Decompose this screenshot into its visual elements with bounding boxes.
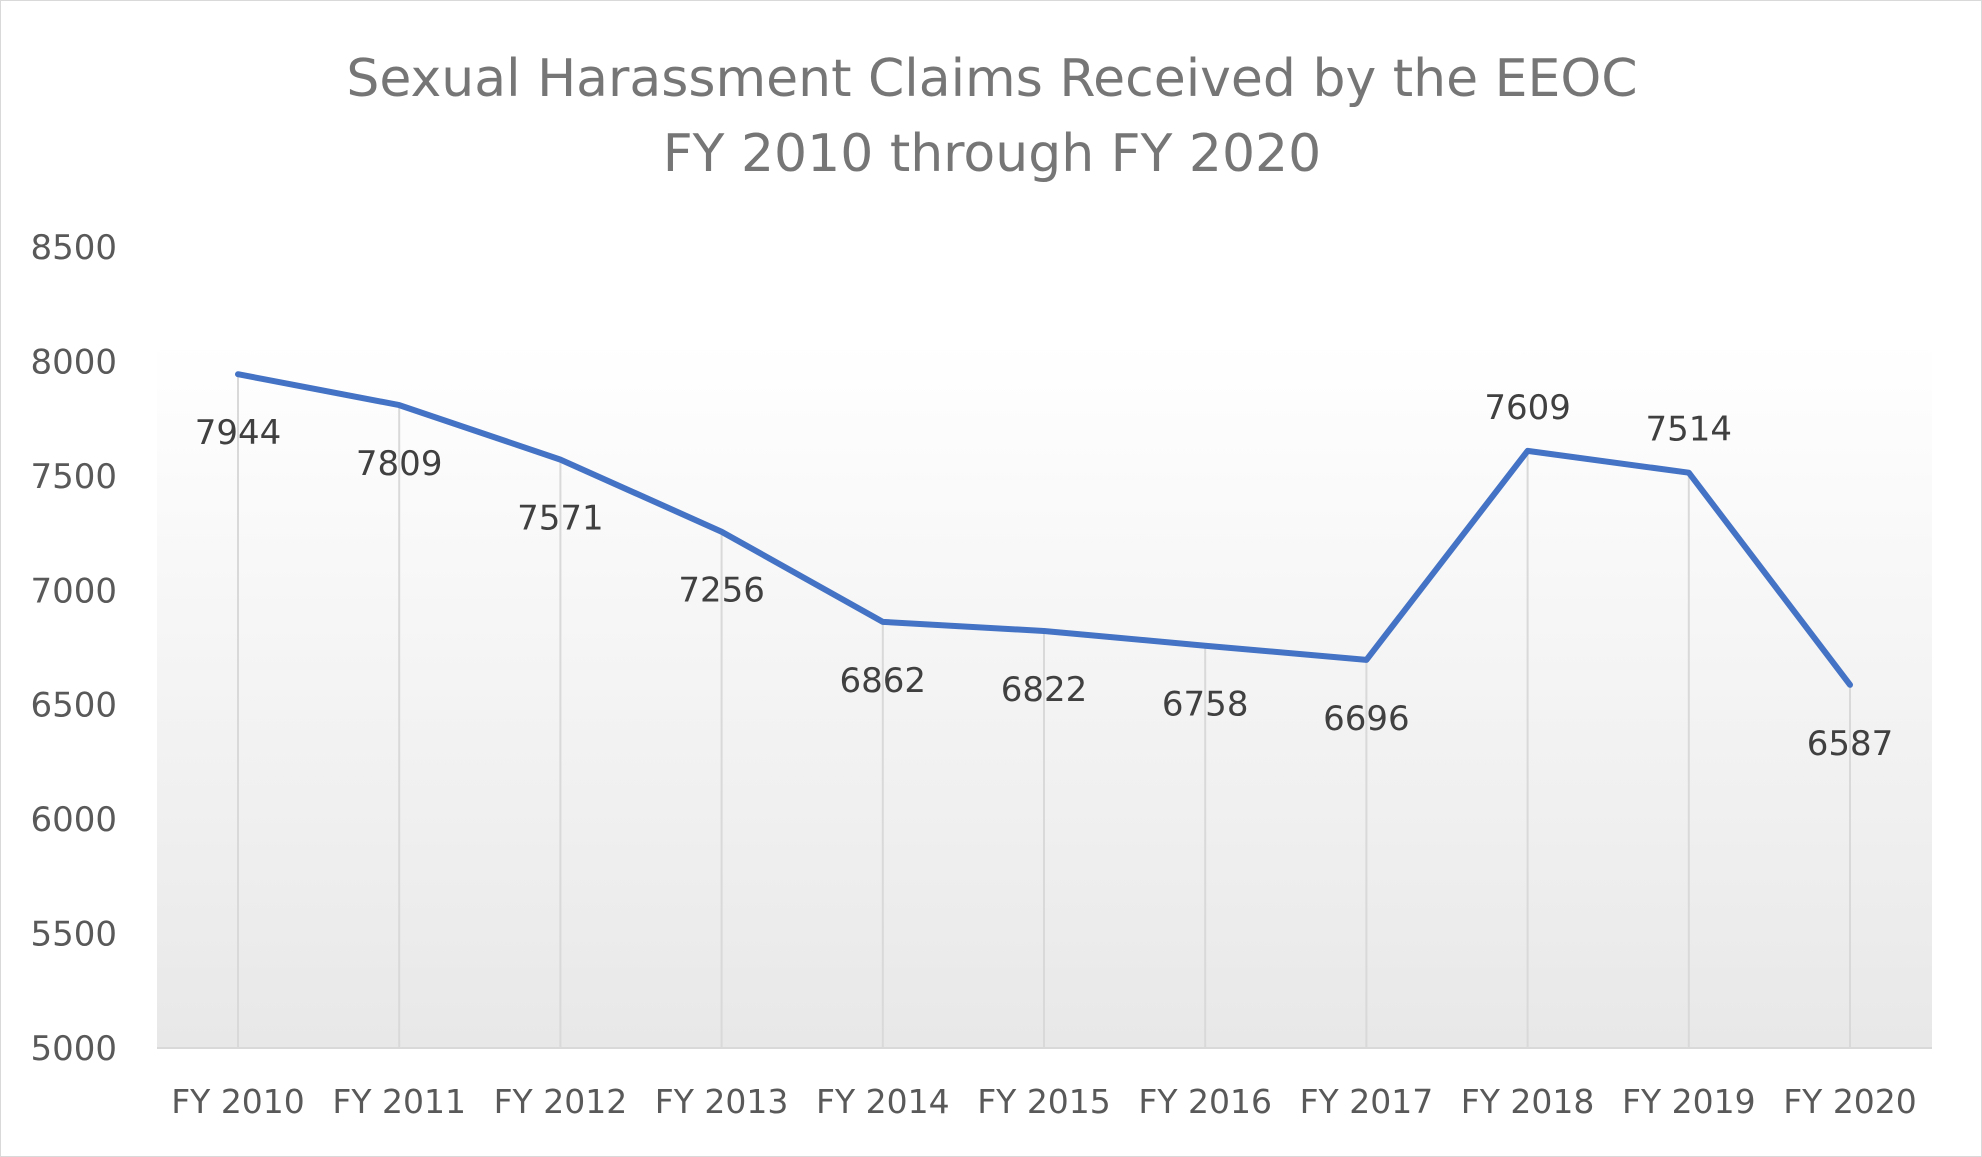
- data-label: 7514: [1646, 410, 1733, 450]
- x-tick-label: FY 2013: [655, 1082, 789, 1121]
- x-tick-label: FY 2016: [1138, 1082, 1272, 1121]
- y-tick-label: 8000: [30, 342, 117, 382]
- data-label: 7256: [678, 571, 765, 611]
- y-tick-label: 6500: [30, 686, 117, 726]
- series-line: [235, 371, 1853, 688]
- data-label: 7944: [195, 413, 282, 453]
- data-label: 7571: [517, 499, 604, 539]
- x-tick-label: FY 2010: [171, 1082, 305, 1121]
- x-tick-label: FY 2019: [1622, 1082, 1756, 1121]
- y-tick-label: 6000: [30, 800, 117, 840]
- y-axis: 5000 5500 6000 6500 7000 7500 8000 8500: [30, 228, 117, 1069]
- data-label: 6587: [1807, 724, 1894, 764]
- data-label: 7809: [356, 444, 443, 484]
- data-label: 6758: [1162, 685, 1249, 725]
- data-label: 6696: [1323, 699, 1410, 739]
- data-label: 6862: [840, 661, 927, 701]
- y-tick-label: 5500: [30, 915, 117, 955]
- data-label: 6822: [1001, 670, 1088, 710]
- x-tick-label: FY 2018: [1461, 1082, 1595, 1121]
- chart-title: Sexual Harassment Claims Received by the…: [346, 49, 1637, 109]
- y-tick-label: 7500: [30, 457, 117, 497]
- drop-lines: [237, 374, 1851, 1048]
- x-tick-label: FY 2011: [332, 1082, 466, 1121]
- data-label: 7609: [1484, 388, 1571, 428]
- x-tick-label: FY 2012: [494, 1082, 628, 1121]
- x-tick-label: FY 2015: [977, 1082, 1111, 1121]
- x-axis: FY 2010 FY 2011 FY 2012 FY 2013 FY 2014 FY 20…: [171, 1082, 1917, 1121]
- y-tick-label: 5000: [30, 1029, 117, 1069]
- y-tick-label: 8500: [30, 228, 117, 268]
- x-tick-label: FY 2017: [1300, 1082, 1434, 1121]
- chart-subtitle: FY 2010 through FY 2020: [663, 124, 1321, 184]
- x-tick-label: FY 2020: [1783, 1082, 1917, 1121]
- data-labels: 7944 7809 7571 7256 6862 6822 6758 6696 7609 7514…: [195, 388, 1894, 764]
- x-tick-label: FY 2014: [816, 1082, 950, 1121]
- y-tick-label: 7000: [30, 571, 117, 611]
